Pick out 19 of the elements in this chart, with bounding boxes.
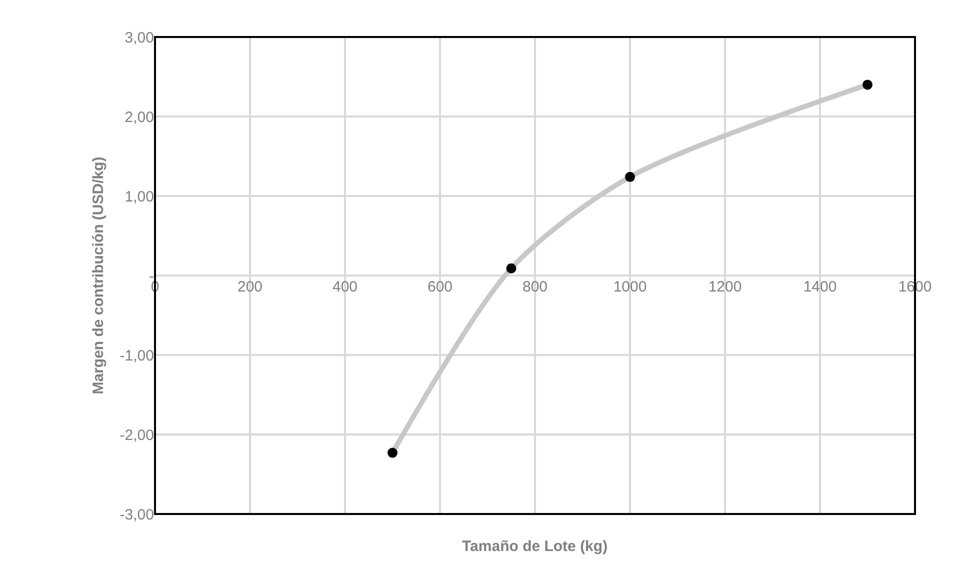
x-tick-label: 200 xyxy=(237,278,263,296)
x-tick-label: 1000 xyxy=(613,278,647,296)
y-tick-label: 2,00 xyxy=(124,108,154,126)
point xyxy=(625,172,635,182)
y-axis-title: Margen de contribución (USD/kg) xyxy=(90,156,108,394)
y-tick-label: 3,00 xyxy=(124,29,154,46)
x-axis-title: Tamaño de Lote (kg) xyxy=(462,538,608,555)
x-tick-label: 600 xyxy=(427,278,453,296)
y-tick-label: 1,00 xyxy=(124,188,154,206)
x-tick-label: 1200 xyxy=(708,278,742,296)
y-tick-label: -3,00 xyxy=(120,506,154,524)
y-tick-label: -1,00 xyxy=(120,347,154,364)
point xyxy=(862,80,872,90)
point xyxy=(506,263,516,274)
point xyxy=(388,448,398,458)
x-tick-label: 800 xyxy=(522,278,548,296)
y-tick-label: -2,00 xyxy=(120,426,154,444)
x-tick-label: 400 xyxy=(332,278,358,296)
x-tick-label: 1400 xyxy=(803,278,837,296)
